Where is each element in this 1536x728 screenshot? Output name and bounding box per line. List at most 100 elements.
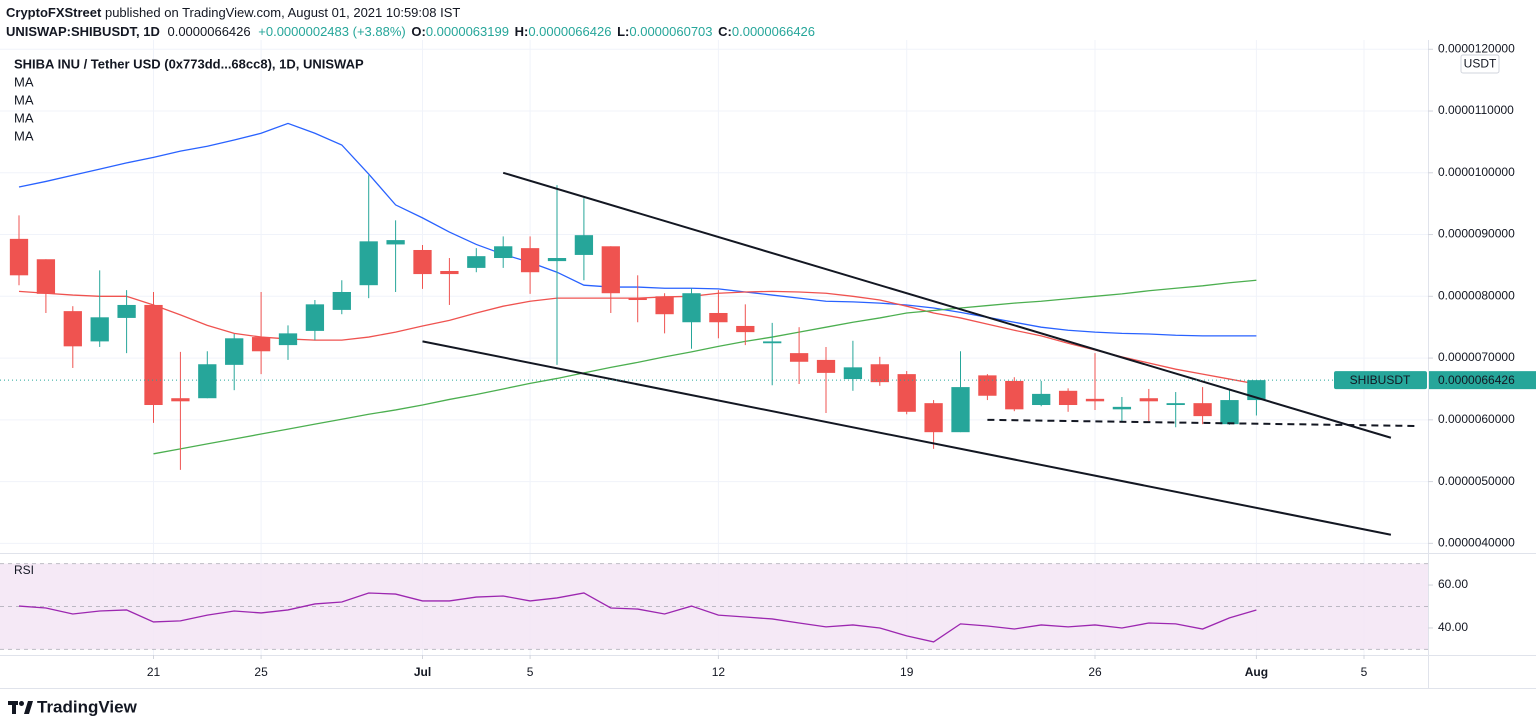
ohlc-label: L: [617, 24, 629, 39]
candle-body [816, 359, 836, 373]
axes: 0.0000040000 0.0000050000 0.0000060000 0.00… [147, 41, 1515, 679]
candle-body [520, 248, 540, 273]
candle-body [547, 258, 567, 262]
symbol-tag-label: SHIBUSDT [1350, 373, 1411, 387]
trendline [502, 171, 1392, 439]
candle-body [332, 291, 351, 310]
candle-body [467, 256, 486, 268]
x-tick-label: Jul [414, 665, 431, 679]
candle-body [144, 304, 163, 406]
candle-body [359, 241, 378, 286]
last-price: 0.0000066426 [167, 24, 250, 39]
rsi-tick-label: 60.00 [1438, 577, 1468, 591]
candle-body [655, 296, 674, 315]
candle-body [36, 259, 56, 294]
symbol-line: UNISWAP:SHIBUSDT, 1D 0.0000066426 +0.000… [6, 24, 815, 39]
y-tick-label: 0.0000100000 [1438, 165, 1515, 179]
moving-average [153, 279, 1257, 455]
candle-body [924, 403, 943, 433]
logo [8, 701, 33, 714]
candle-body [198, 364, 217, 399]
author: CryptoFXStreet [6, 5, 102, 20]
rsi-tick-label: 40.00 [1438, 620, 1468, 634]
unit-box [1460, 54, 1500, 74]
rsi-label: RSI [14, 563, 34, 577]
candle-body [1058, 390, 1078, 406]
x-tick-label: 12 [712, 665, 726, 679]
candle-body [9, 238, 29, 276]
price-tag-label: 0.0000066426 [1438, 373, 1515, 387]
change: +0.0000002483 (+3.88%) [258, 24, 405, 39]
y-tick-label: 0.0000090000 [1438, 227, 1515, 241]
indicator-label: MA [14, 74, 34, 89]
axis-unit: USDT [1464, 57, 1497, 71]
candle-body [171, 398, 190, 402]
symbol-tag [1334, 371, 1427, 390]
candle-body [90, 317, 109, 342]
candle-body [1085, 398, 1105, 402]
y-tick-label: 0.0000060000 [1438, 412, 1515, 426]
candle-body [843, 367, 863, 380]
candle-body [413, 249, 432, 275]
indicator-label: MA [14, 92, 34, 107]
candle-body [682, 293, 701, 323]
ohlc-label: O: [411, 24, 425, 39]
x-tick-label: Aug [1245, 665, 1268, 679]
publish-info: published on TradingView.com, August 01,… [101, 5, 460, 20]
candle-body [278, 333, 298, 346]
y-tick-label: 0.0000050000 [1438, 474, 1515, 488]
candle-body [117, 304, 136, 318]
candle-body [1247, 380, 1266, 401]
indicator-label: MA [14, 110, 34, 125]
candle-body [1166, 403, 1185, 406]
publish-line: CryptoFXStreet published on TradingView.… [6, 5, 460, 20]
rsi-line [18, 592, 1257, 643]
candle-body [574, 235, 594, 255]
ohlc-value: 0.0000060703 [629, 24, 712, 39]
ohlc-value: 0.0000063199 [426, 24, 509, 39]
ohlc-value: 0.0000066426 [732, 24, 815, 39]
y-tick-label: 0.0000040000 [1438, 536, 1515, 550]
candle-body [628, 298, 647, 301]
candle-body [601, 246, 620, 294]
candle-body [1220, 400, 1239, 425]
candle-body [736, 325, 755, 333]
price-pane [0, 122, 1428, 536]
x-tick-label: 19 [900, 665, 914, 679]
candle-body [897, 374, 916, 412]
candle-body [870, 364, 889, 383]
ohlc-label: H: [515, 24, 529, 39]
candle-body [789, 353, 809, 362]
candle-body [951, 387, 970, 433]
candle-body [63, 311, 82, 347]
rsi-pane [0, 563, 1428, 650]
candle-body [1112, 406, 1132, 410]
brand: TradingView [37, 697, 138, 716]
candle-body [305, 304, 325, 331]
candle-body [1032, 393, 1051, 406]
candle-body [440, 270, 459, 275]
y-tick-label: 0.0000080000 [1438, 288, 1515, 302]
x-tick-label: 25 [254, 665, 268, 679]
candle-body [225, 338, 244, 365]
y-tick-label: 0.0000120000 [1438, 41, 1515, 55]
candle-body [978, 375, 997, 396]
indicator-label: MA [14, 128, 34, 143]
candle-body [251, 337, 271, 352]
y-tick-label: 0.0000110000 [1438, 103, 1514, 117]
price-tag [1429, 371, 1536, 390]
candle-body [1005, 380, 1024, 410]
candle-body [709, 312, 728, 323]
x-tick-label: 5 [1361, 665, 1368, 679]
symbol: UNISWAP:SHIBUSDT, 1D [6, 24, 160, 39]
chart-title: SHIBA INU / Tether USD (0x773dd...68cc8)… [14, 56, 364, 71]
candle-body [494, 246, 513, 259]
candle-body [1139, 398, 1158, 402]
candle-body [386, 240, 405, 245]
ohlc-label: C: [718, 24, 732, 39]
y-tick-label: 0.0000070000 [1438, 350, 1515, 364]
x-tick-label: 5 [527, 665, 534, 679]
x-tick-label: 26 [1088, 665, 1102, 679]
